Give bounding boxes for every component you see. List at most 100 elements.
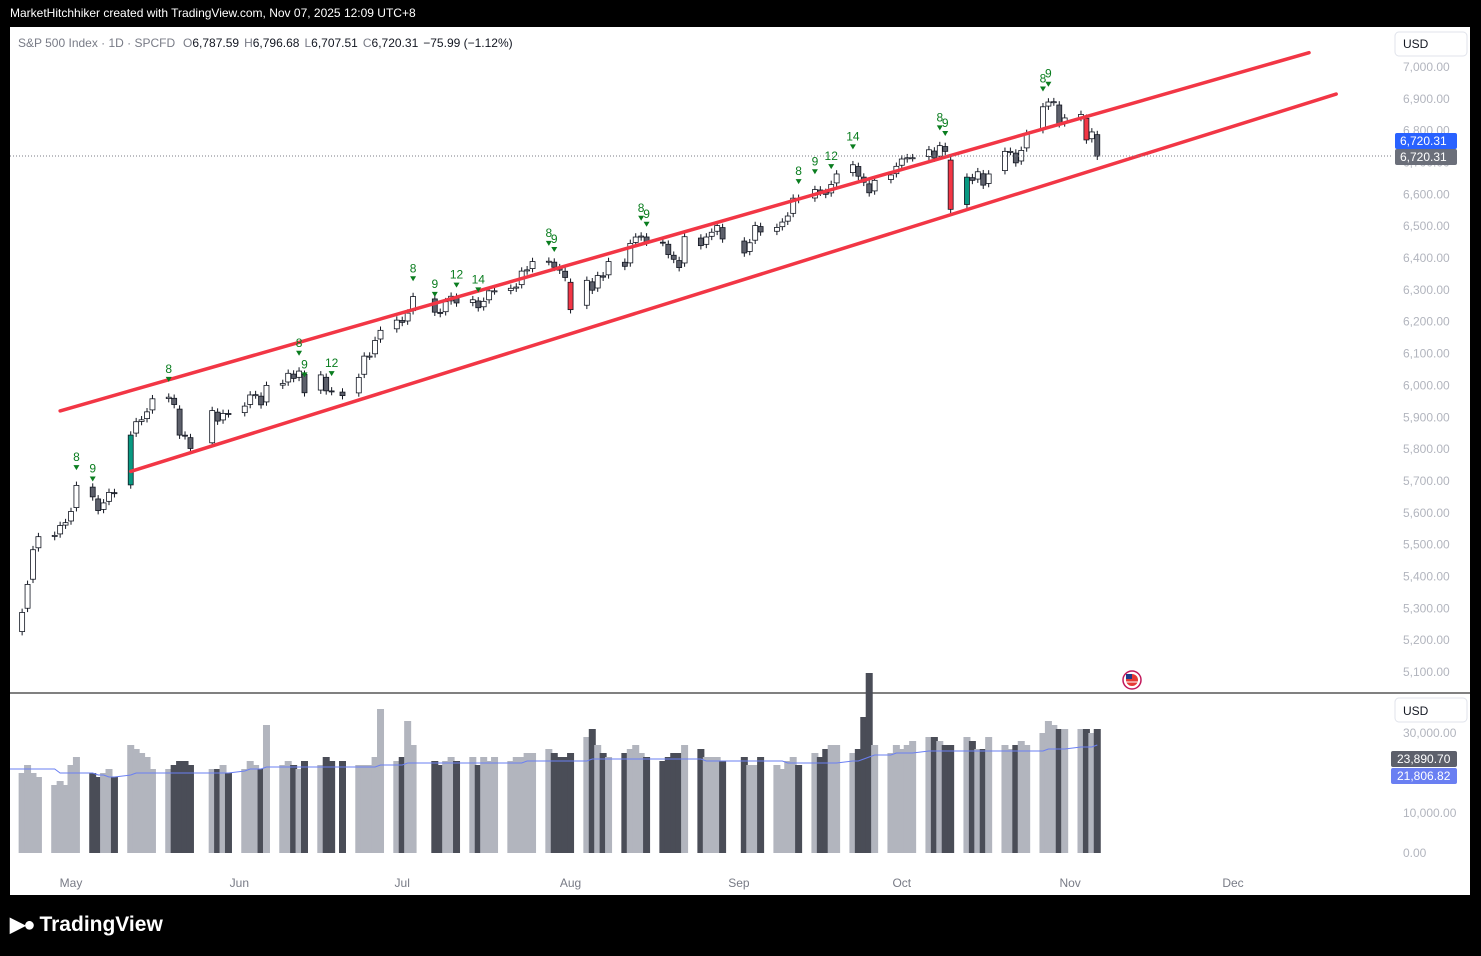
- volume-bar: [892, 745, 900, 853]
- currency-selector-volume[interactable]: USD: [1394, 697, 1468, 723]
- signal-arrow-icon: [638, 215, 645, 221]
- candle-body: [942, 146, 949, 152]
- candle-body: [746, 242, 753, 252]
- candle-body: [855, 166, 862, 177]
- candle-body: [866, 183, 873, 194]
- volume-bar: [979, 749, 987, 853]
- signal-arrow-icon: [1045, 81, 1052, 87]
- volume-axis[interactable]: 30,000.00 10,000.00 0.00: [1403, 726, 1457, 860]
- signal-arrow-icon: [811, 169, 818, 175]
- candle-body: [285, 372, 292, 383]
- volume-bar: [1093, 729, 1101, 853]
- signal-count-label: 9: [812, 154, 819, 168]
- candle-body: [741, 240, 748, 254]
- candle-body: [328, 390, 335, 393]
- candle-body: [703, 236, 710, 245]
- volume-bar: [816, 757, 824, 853]
- candle-body: [279, 383, 286, 386]
- volume-bar: [643, 757, 651, 853]
- signal-count-label: 12: [450, 268, 464, 282]
- currency-selector-price[interactable]: USD: [1394, 31, 1468, 57]
- volume-bar: [398, 757, 406, 853]
- candle-body: [871, 179, 878, 192]
- candle-body: [898, 158, 905, 166]
- volume-bar: [1023, 745, 1031, 853]
- candle-body: [926, 149, 932, 157]
- signal-arrow-icon: [545, 240, 552, 246]
- candle-body: [182, 434, 188, 437]
- volume-bar: [849, 753, 857, 853]
- candle-body: [404, 312, 411, 322]
- volume-bar: [453, 761, 461, 853]
- signal-count-label: 9: [301, 357, 308, 371]
- volume-bar: [56, 781, 64, 853]
- volume-bar: [431, 761, 439, 853]
- chart-frame[interactable]: S&P 500 Index · 1D · SPCFD O6,787.59 H6,7…: [10, 27, 1470, 895]
- volume-bar: [284, 761, 292, 853]
- volume-bar: [567, 753, 575, 853]
- candle-body: [366, 355, 373, 358]
- us-flag-icon[interactable]: [1122, 670, 1142, 690]
- volume-bar: [89, 773, 97, 853]
- legend-symbol: S&P 500 Index · 1D · SPCFD: [18, 36, 176, 50]
- brand-name: TradingView: [39, 912, 163, 936]
- volume-bar: [18, 773, 26, 853]
- price-axis[interactable]: 7,000.006,900.006,800.006,700.006,600.00…: [1403, 60, 1450, 679]
- candle-body: [133, 421, 140, 434]
- candle-body: [377, 329, 384, 340]
- volume-bar: [1050, 725, 1058, 853]
- signal-arrow-icon: [551, 246, 558, 252]
- candle-body: [1007, 150, 1014, 153]
- volume-bar: [148, 769, 156, 853]
- candle-body: [638, 235, 645, 238]
- svg-text:6,720.31: 6,720.31: [1400, 150, 1447, 164]
- signal-arrow-icon: [165, 376, 172, 382]
- signal-count-label: 8: [638, 201, 645, 215]
- candle-body: [144, 411, 150, 420]
- volume-bar: [751, 765, 759, 853]
- candle-body: [594, 275, 601, 289]
- price-tick-label: 5,800.00: [1403, 442, 1450, 456]
- volume-bar: [599, 753, 607, 853]
- tradingview-logo[interactable]: ▶● TradingView: [10, 912, 163, 937]
- price-tick-label: 5,100.00: [1403, 665, 1450, 679]
- volume-bar: [778, 769, 786, 853]
- candle-body: [339, 391, 346, 397]
- volume-bar: [480, 757, 488, 853]
- time-axis[interactable]: May Jun Jul Aug Sep Oct Nov Dec: [60, 876, 1244, 890]
- volume-bar: [67, 765, 75, 853]
- time-axis-label: Aug: [560, 876, 581, 890]
- volume-bar: [371, 757, 379, 853]
- volume-bar: [583, 737, 591, 853]
- volume-bar: [887, 753, 895, 853]
- candle-body: [779, 221, 786, 228]
- volume-bar: [925, 737, 933, 853]
- candle-body: [469, 299, 476, 303]
- price-tick-label: 6,200.00: [1403, 315, 1450, 329]
- volume-bar: [936, 741, 944, 853]
- volume-bar: [72, 757, 80, 853]
- candle-body: [57, 525, 64, 535]
- candle-body: [931, 150, 938, 159]
- candle-body: [583, 279, 590, 306]
- volume-bar: [854, 749, 862, 853]
- volume-bar: [1082, 729, 1090, 853]
- candle-body: [513, 286, 520, 289]
- signal-count-label: 9: [89, 462, 96, 476]
- volume-bar: [1088, 733, 1096, 853]
- signal-count-label: 8: [165, 362, 172, 376]
- volume-bar: [279, 765, 287, 853]
- signal-arrow-icon: [1039, 86, 1046, 92]
- svg-text:21,806.82: 21,806.82: [1397, 769, 1451, 783]
- volume-bar: [1001, 745, 1009, 853]
- volume-bar: [181, 761, 189, 853]
- candle-body: [507, 287, 514, 291]
- candle-body: [1002, 150, 1008, 171]
- volume-bar: [632, 745, 640, 853]
- volume-bar: [865, 673, 873, 853]
- candle-body: [491, 290, 498, 293]
- price-chart[interactable]: S&P 500 Index · 1D · SPCFD O6,787.59 H6,7…: [10, 27, 1470, 895]
- candle-body: [68, 511, 74, 522]
- signal-count-label: 8: [936, 110, 943, 124]
